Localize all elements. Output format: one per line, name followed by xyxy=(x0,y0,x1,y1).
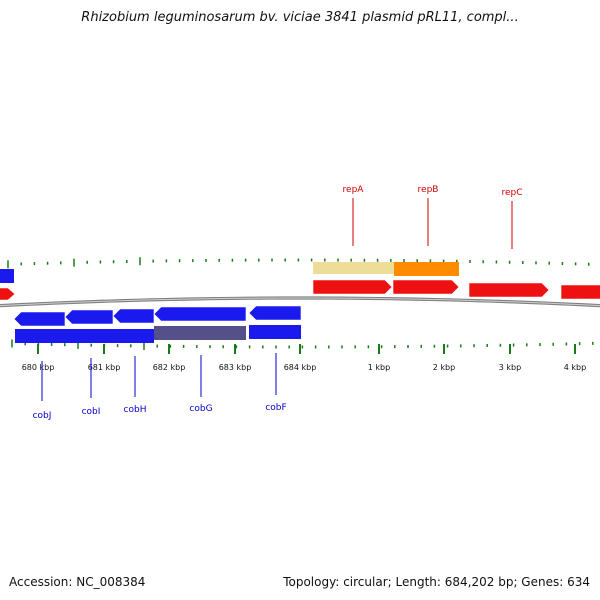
tick-label: 3 kbp xyxy=(499,363,521,372)
tick-label: 4 kbp xyxy=(564,363,586,372)
gene-label-repB: repB xyxy=(418,185,439,195)
topology-value: circular xyxy=(343,575,388,589)
map-title: Rhizobium leguminosarum bv. viciae 3841 … xyxy=(81,10,519,25)
accession-value: NC_008384 xyxy=(76,575,146,589)
minus-gene-bar-highlight xyxy=(154,326,246,340)
gene-label-cobF: cobF xyxy=(265,403,286,413)
minus-cds xyxy=(112,308,155,324)
minus-cds xyxy=(13,311,66,327)
plus-cds xyxy=(560,284,600,300)
accession-label: Accession: xyxy=(9,575,73,589)
length-label: Length: xyxy=(395,575,441,589)
plus-cds xyxy=(392,279,460,295)
minus-gene-bar xyxy=(249,325,301,339)
backbone-highlight xyxy=(0,297,600,307)
plus-cds xyxy=(468,282,550,298)
plus-cds xyxy=(312,279,393,295)
topology-label: Topology: xyxy=(283,575,340,589)
accession-info: Accession: NC_008384 xyxy=(9,575,145,589)
plus-cds-highlight xyxy=(394,262,459,276)
minus-cds xyxy=(64,309,114,325)
minus-cds xyxy=(153,306,247,322)
gene-label-repC: repC xyxy=(501,188,522,198)
gene-label-cobH: cobH xyxy=(124,405,147,415)
tick-label: 1 kbp xyxy=(368,363,390,372)
gene-label-repA: repA xyxy=(343,185,365,195)
gene-label-cobI: cobI xyxy=(82,407,101,417)
length-value: 684,202 bp xyxy=(444,575,514,589)
sequence-summary: Topology: circular; Length: 684,202 bp; … xyxy=(283,575,590,589)
genes-value: 634 xyxy=(567,575,590,589)
tick-label: 680 kbp xyxy=(22,363,55,372)
tick-label: 684 kbp xyxy=(284,363,317,372)
gene-label-cobG: cobG xyxy=(189,404,212,414)
plus-gene-highlight xyxy=(313,262,394,274)
genes-label: Genes: xyxy=(521,575,564,589)
minus-gene-fragment xyxy=(0,269,14,283)
minus-gene-bar xyxy=(15,329,154,343)
tick-label: 681 kbp xyxy=(88,363,121,372)
minus-cds xyxy=(248,305,302,321)
tick-label: 683 kbp xyxy=(219,363,252,372)
plus-gene-fragment xyxy=(0,287,16,301)
tick-label: 2 kbp xyxy=(433,363,455,372)
gene-label-cobJ: cobJ xyxy=(33,411,52,421)
tick-label: 682 kbp xyxy=(153,363,186,372)
